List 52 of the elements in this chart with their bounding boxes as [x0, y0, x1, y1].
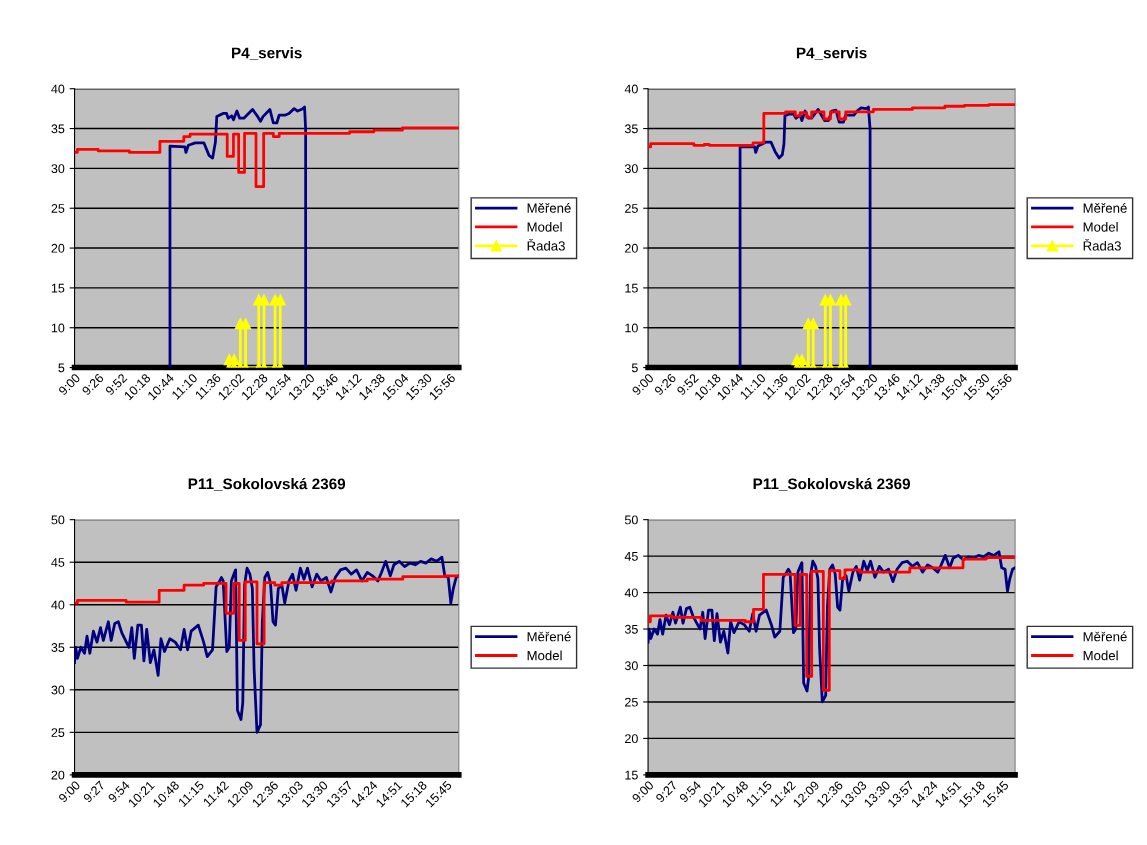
x-tick-label: 9:00: [631, 373, 655, 396]
y-tick-label: 45: [624, 552, 638, 561]
legend-label: Model: [527, 222, 562, 232]
legend-label: Měřené: [527, 202, 571, 213]
y-tick-label: 40: [51, 600, 65, 610]
x-tick-label: 9:00: [58, 780, 81, 804]
legend-label: Model: [527, 650, 562, 661]
y-tick-label: 10: [625, 323, 638, 333]
y-tick-label: 5: [58, 363, 65, 373]
legend-label: Měřené: [1083, 631, 1127, 642]
y-tick-label: 20: [51, 243, 65, 253]
y-tick-label: 40: [624, 588, 638, 598]
y-tick-label: 50: [51, 515, 65, 525]
y-tick-label: 35: [624, 124, 638, 134]
legend-label: Řada3: [1083, 238, 1121, 251]
y-tick-label: 30: [51, 685, 65, 695]
y-tick-label: 50: [624, 515, 638, 525]
x-tick-label: 9:00: [58, 373, 81, 396]
y-tick-label: 5: [631, 363, 638, 373]
y-tick-label: 40: [51, 84, 65, 94]
y-tick-label: 15: [51, 283, 65, 293]
y-tick-label: 40: [624, 84, 638, 94]
x-tick-label: 9:26: [653, 373, 677, 396]
legend-label: Měřené: [527, 631, 571, 642]
y-tick-label: 30: [624, 164, 638, 174]
y-tick-label: 25: [625, 204, 638, 213]
y-tick-label: 30: [51, 164, 65, 174]
legend-label: Model: [1083, 650, 1118, 661]
y-tick-label: 10: [51, 323, 65, 333]
chart-title: P4_servis: [796, 47, 867, 61]
chart-title: P4_servis: [232, 47, 302, 61]
legend-label: Měřené: [1083, 202, 1127, 213]
y-tick-label: 25: [51, 728, 65, 737]
x-tick-label: 9:00: [631, 780, 655, 804]
y-tick-label: 35: [624, 624, 638, 634]
y-tick-label: 15: [625, 283, 638, 293]
x-tick-label: 9:26: [81, 373, 105, 396]
y-tick-label: 20: [51, 770, 65, 780]
y-tick-label: 20: [625, 734, 638, 744]
y-tick-label: 35: [51, 643, 65, 652]
chart-title: P11_Sokolovská 2369: [753, 477, 911, 491]
legend-label: Řada3: [527, 238, 565, 251]
legend-label: Model: [1083, 222, 1118, 232]
y-tick-label: 35: [51, 124, 65, 134]
y-tick-label: 25: [51, 204, 65, 213]
y-tick-label: 45: [51, 558, 65, 567]
chart-title: P11_Sokolovská 2369: [188, 477, 346, 491]
y-tick-label: 30: [624, 661, 638, 671]
y-tick-label: 20: [625, 243, 638, 253]
y-tick-label: 25: [625, 697, 638, 707]
y-tick-label: 15: [625, 770, 638, 780]
line-series: [168, 105, 308, 368]
